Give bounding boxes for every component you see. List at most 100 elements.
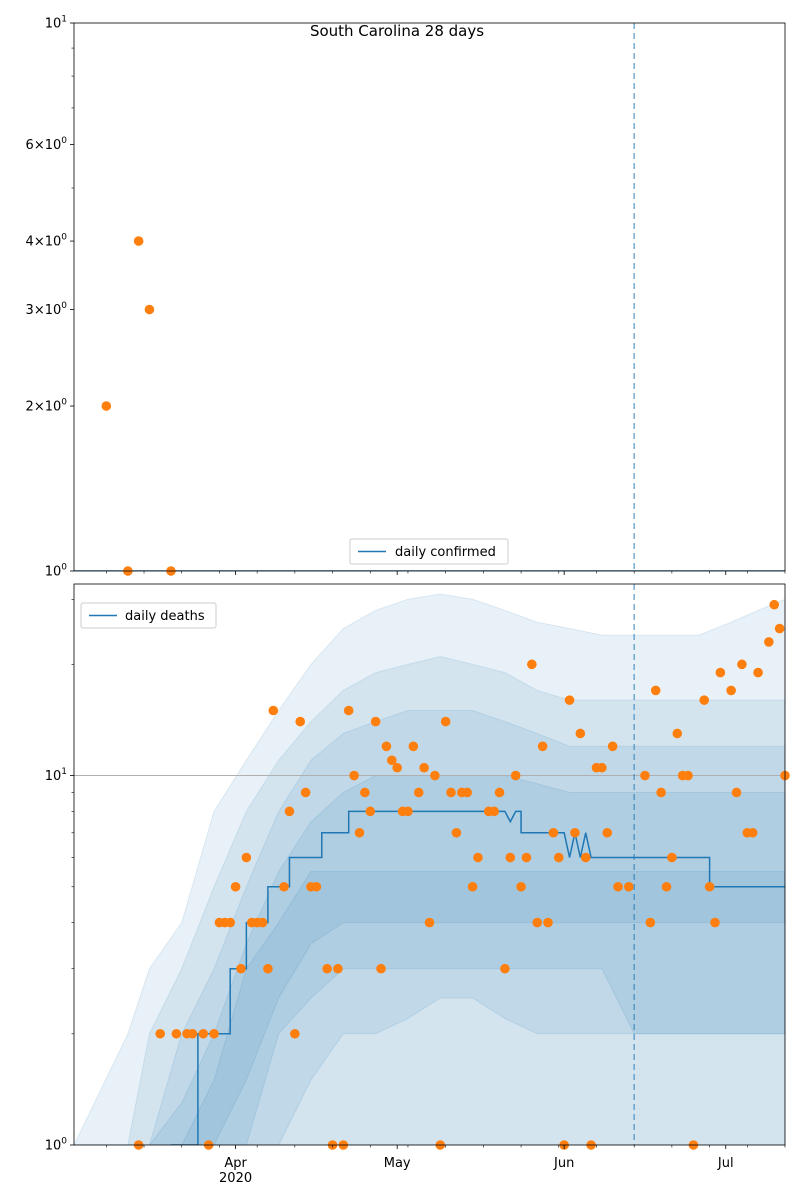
confirmed-x-axis [106, 571, 786, 575]
deaths-point [500, 963, 510, 974]
deaths-point [322, 963, 332, 974]
deaths-point [774, 623, 785, 634]
deaths-point [446, 787, 456, 798]
deaths-point [381, 741, 392, 752]
deaths-point [386, 755, 397, 766]
deaths-legend: daily deaths [80, 602, 217, 629]
deaths-point [343, 705, 354, 716]
deaths-point [753, 667, 763, 678]
deaths-point [580, 852, 591, 863]
deaths-point [403, 806, 413, 817]
deaths-point [564, 695, 575, 705]
deaths-axes-frame [73, 583, 786, 1146]
deaths-point [726, 685, 736, 696]
deaths-point [715, 667, 726, 678]
deaths-point [392, 762, 402, 773]
deaths-point [489, 806, 499, 817]
y-tick-label: 3×100 [26, 301, 68, 318]
deaths-point [155, 1028, 165, 1039]
deaths-point [548, 827, 559, 838]
deaths-point [704, 881, 715, 892]
deaths-point [440, 716, 451, 727]
deaths-point [510, 770, 521, 781]
deaths-point [661, 881, 672, 892]
deaths-point [300, 787, 311, 798]
deaths-point [747, 827, 758, 838]
uncertainty-band [74, 775, 785, 1145]
deaths-point [376, 963, 386, 974]
deaths-point [597, 762, 607, 773]
x-tick-year-label: 2020 [219, 1171, 252, 1186]
deaths-point [349, 770, 359, 781]
deaths-point [683, 770, 693, 781]
y-tick-label: 6×100 [26, 136, 68, 153]
deaths-point [640, 770, 650, 781]
deaths-point [737, 659, 747, 670]
deaths-point [230, 881, 241, 892]
deaths-point [473, 852, 483, 863]
legend-label-deaths: daily deaths [125, 609, 205, 624]
deaths-point [360, 787, 370, 798]
deaths-point [667, 852, 677, 863]
deaths-point [656, 787, 666, 798]
deaths-point [527, 659, 537, 670]
confirmed-panel: 100 2×100 3×100 4×100 6×100 101 South Carolin… [26, 15, 786, 580]
deaths-points [133, 599, 790, 1150]
deaths-point [731, 787, 742, 798]
y-tick-label: 2×100 [26, 398, 68, 415]
deaths-point [553, 852, 564, 863]
confirmed-axes-frame [73, 22, 786, 572]
y-tick-label: 100 [45, 563, 68, 580]
deaths-point [537, 741, 548, 752]
deaths-point [257, 917, 268, 928]
deaths-point [602, 827, 613, 838]
deaths-point [408, 741, 419, 752]
confirmed-point [133, 236, 144, 246]
deaths-point [710, 917, 720, 928]
deaths-point [494, 787, 505, 798]
deaths-point [645, 917, 656, 928]
deaths-point [462, 787, 473, 798]
deaths-point [699, 695, 710, 705]
deaths-point [419, 762, 429, 773]
deaths-point [516, 881, 526, 892]
deaths-point [532, 917, 543, 928]
deaths-point [451, 827, 462, 838]
deaths-point [607, 741, 618, 752]
deaths-point [241, 852, 252, 863]
y-tick-label: 101 [45, 15, 67, 32]
deaths-point [613, 881, 623, 892]
y-tick-label: 100 [45, 1137, 68, 1154]
deaths-y-axis: 100 101 [45, 598, 74, 1154]
uncertainty-band [74, 710, 785, 1145]
confirmed-point [101, 401, 112, 411]
deaths-point [764, 637, 774, 647]
deaths-point [311, 881, 322, 892]
deaths-point [413, 787, 424, 798]
deaths-point [295, 716, 306, 727]
y-tick-label: 4×100 [26, 233, 68, 250]
uncertainty-band [74, 593, 785, 1145]
deaths-point [543, 917, 553, 928]
legend-label-confirmed: daily confirmed [395, 545, 496, 560]
deaths-point [370, 716, 381, 727]
deaths-point [365, 806, 376, 817]
deaths-point [430, 770, 440, 781]
chart-title: South Carolina 28 days [310, 22, 484, 40]
deaths-point [354, 827, 365, 838]
uncertainty-bands [74, 593, 785, 1145]
deaths-point [290, 1028, 300, 1039]
uncertainty-band [74, 656, 785, 1145]
x-tick-label: May [384, 1156, 411, 1171]
deaths-point [198, 1028, 209, 1039]
deaths-point [333, 963, 343, 974]
deaths-point [236, 963, 246, 974]
confirmed-point [144, 304, 155, 315]
x-tick-label: Jun [553, 1156, 574, 1171]
x-tick-label: Apr [224, 1156, 247, 1171]
deaths-point [279, 881, 289, 892]
deaths-point [187, 1028, 198, 1039]
